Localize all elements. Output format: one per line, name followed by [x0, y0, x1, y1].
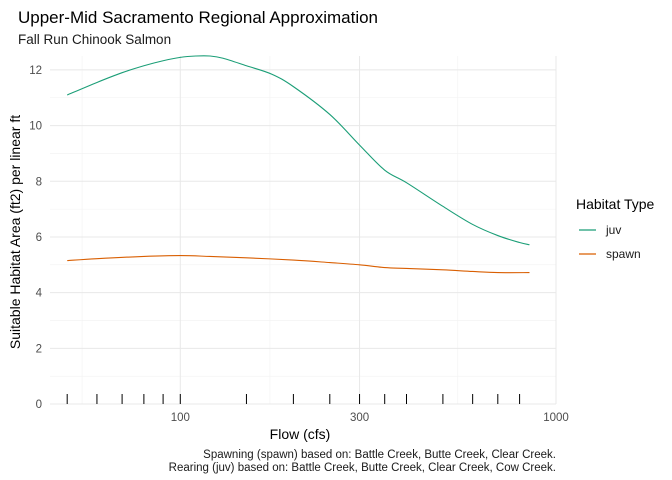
y-tick-label: 2 [36, 343, 42, 355]
x-axis-title: Flow (cfs) [270, 426, 331, 442]
legend-label-juv: juv [605, 223, 621, 237]
series-line-juv [66, 55, 530, 246]
tick-labels: 0 2 4 6 8 10 12 100 300 1000 [29, 65, 569, 424]
grid [50, 56, 557, 405]
series-line-spawn [67, 255, 530, 274]
caption-rearing: Rearing (juv) based on: Battle Creek, Bu… [169, 462, 556, 474]
series-lines [66, 55, 530, 274]
legend-title: Habitat Type [576, 196, 655, 212]
y-tick-label: 12 [29, 65, 42, 77]
chart-title: Upper-Mid Sacramento Regional Approximat… [18, 8, 378, 27]
y-tick-label: 10 [29, 121, 42, 133]
caption-spawning: Spawning (spawn) based on: Battle Creek,… [203, 449, 556, 461]
y-tick-label: 6 [36, 232, 42, 244]
chart-subtitle: Fall Run Chinook Salmon [18, 32, 171, 47]
y-axis-title: Suitable Habitat Area (ft2) per linear f… [7, 115, 23, 349]
y-tick-label: 8 [36, 176, 42, 188]
legend-label-spawn: spawn [606, 247, 641, 261]
x-tick-label: 1000 [543, 412, 569, 424]
y-tick-label: 4 [36, 288, 43, 300]
legend: Habitat Type juv spawn [576, 196, 655, 261]
x-tick-label: 100 [171, 412, 190, 424]
x-tick-label: 300 [350, 412, 369, 424]
rug [66, 394, 521, 404]
y-tick-label: 0 [36, 399, 42, 411]
